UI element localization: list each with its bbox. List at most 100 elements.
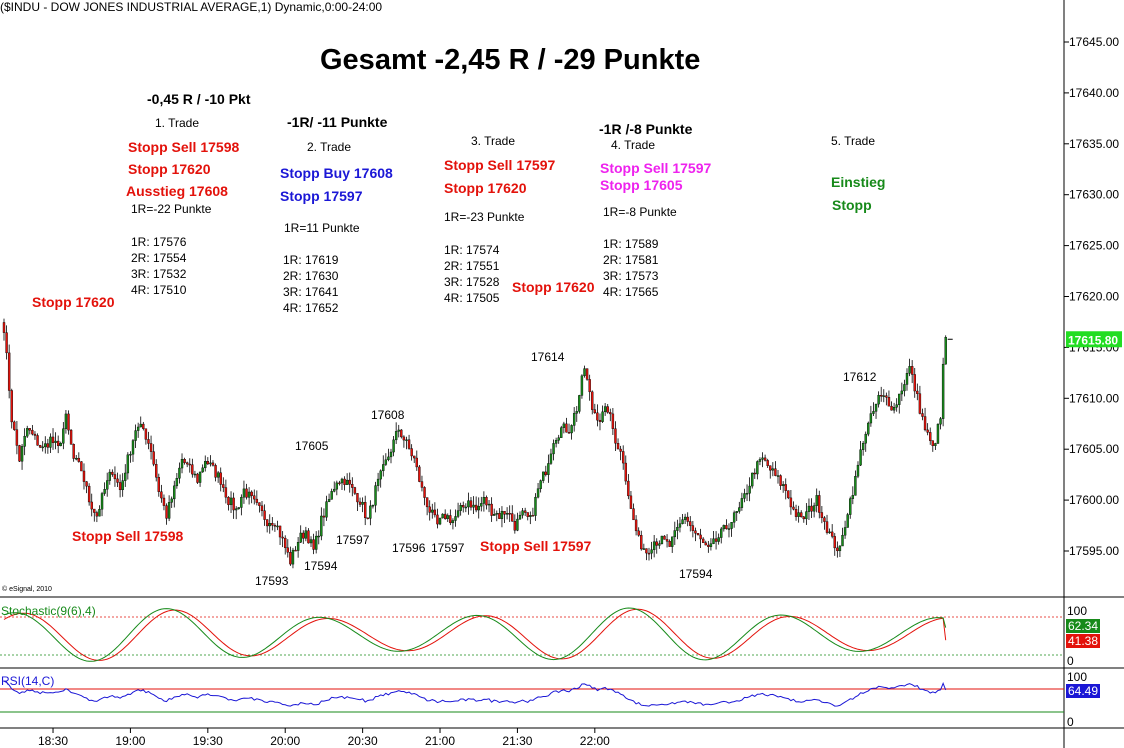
trade-3-target: 4R: 17505 — [444, 291, 500, 305]
candle-body — [634, 519, 638, 532]
candle-body — [890, 405, 893, 411]
candle-body — [196, 473, 199, 483]
trade-1-line: Stopp Sell 17598 — [128, 139, 240, 155]
candle-body — [763, 457, 767, 461]
candle-body — [418, 466, 421, 482]
candle-body — [833, 536, 836, 549]
candle-body — [859, 449, 862, 466]
x-tick-label: 19:30 — [193, 734, 223, 748]
candle-body — [895, 404, 898, 408]
candle-body — [812, 505, 816, 512]
candle-body — [139, 423, 142, 428]
candle-body — [392, 439, 395, 453]
candle-body — [658, 543, 661, 546]
candle-body — [219, 472, 222, 485]
candle-body — [253, 495, 256, 500]
trade-2-target: 3R: 17641 — [283, 285, 339, 299]
trade-5-line: Stopp — [832, 197, 872, 213]
candle-body — [761, 457, 764, 460]
rsi-axis-top: 100 — [1067, 670, 1088, 684]
candle-body — [689, 521, 692, 526]
candle-body — [454, 516, 457, 521]
candle-body — [725, 525, 728, 530]
candle-body — [420, 481, 424, 488]
candle-body — [727, 528, 731, 530]
candle-body — [232, 497, 235, 511]
candle-body — [425, 497, 429, 508]
candle-body — [732, 512, 736, 523]
trade-1-name: 1. Trade — [155, 116, 200, 130]
candle-body — [753, 472, 756, 475]
candle-body — [87, 485, 91, 503]
price-level-label: 17597 — [336, 533, 370, 547]
candle-body — [642, 548, 646, 550]
candle-body — [56, 440, 60, 446]
candle-body — [676, 527, 679, 531]
candle-body — [348, 479, 351, 485]
candle-body — [562, 423, 566, 428]
candle-body — [598, 419, 602, 422]
candle-body — [544, 471, 547, 475]
candle-body — [134, 430, 137, 441]
candle-body — [13, 421, 16, 430]
candle-body — [846, 514, 849, 528]
candle-body — [227, 496, 230, 506]
candle-body — [929, 432, 932, 441]
candle-body — [825, 521, 829, 533]
rsi-line — [3, 680, 947, 707]
candle-body — [402, 436, 406, 441]
main-pane-bg — [0, 0, 1064, 597]
candle-body — [717, 537, 720, 542]
candle-body — [606, 406, 609, 413]
candle-body — [95, 512, 99, 517]
candle-body — [699, 534, 702, 540]
candle-body — [567, 432, 571, 434]
y-tick-label: 17605.00 — [1069, 442, 1119, 456]
candle-body — [578, 395, 581, 412]
candle-body — [516, 518, 519, 531]
candle-body — [766, 460, 769, 466]
candle-body — [191, 464, 194, 475]
candle-body — [82, 470, 86, 482]
trade-4-result: -1R /-8 Punkte — [599, 121, 693, 137]
candle-body — [505, 513, 509, 515]
candle-body — [258, 502, 261, 506]
candle-body — [136, 426, 140, 431]
candle-body — [407, 439, 411, 449]
trade-3-name: 3. Trade — [471, 134, 516, 148]
candle-body — [668, 541, 671, 547]
x-axis: 18:30 19:00 19:30 20:00 20:30 21:00 21:30 22:00 — [38, 728, 610, 748]
price-level-label: 17614 — [531, 350, 565, 364]
last-price-label: 17615.80 — [1068, 333, 1118, 347]
candle-body — [183, 458, 186, 463]
candle-body — [216, 472, 220, 478]
candle-body — [810, 505, 813, 512]
y-tick-label: 17640.00 — [1069, 86, 1119, 100]
candle-body — [116, 478, 119, 483]
stoch-k-value: 62.34 — [1066, 619, 1101, 633]
candle-body — [547, 463, 550, 475]
candle-body — [923, 416, 927, 431]
candle-body — [394, 431, 398, 441]
x-tick-label: 20:30 — [348, 734, 378, 748]
candle-body — [271, 523, 274, 526]
candle-body — [69, 429, 73, 445]
candle-body — [276, 525, 279, 528]
last-price-marker: 17615.80 — [947, 331, 1122, 348]
candle-body — [204, 461, 207, 469]
candle-body — [333, 488, 336, 492]
price-level-label: 17597 — [431, 541, 465, 555]
candle-body — [490, 503, 493, 516]
candle-body — [389, 451, 393, 458]
candle-body — [469, 500, 473, 508]
candle-body — [802, 516, 805, 520]
candle-body — [619, 448, 622, 452]
candle-body — [211, 462, 215, 466]
candle-body — [405, 439, 408, 441]
candle-body — [376, 478, 380, 486]
candle-body — [105, 480, 109, 490]
candle-body — [44, 443, 47, 448]
copyright: © eSignal, 2010 — [2, 586, 52, 593]
candle-body — [286, 547, 289, 553]
candle-body — [823, 517, 826, 522]
